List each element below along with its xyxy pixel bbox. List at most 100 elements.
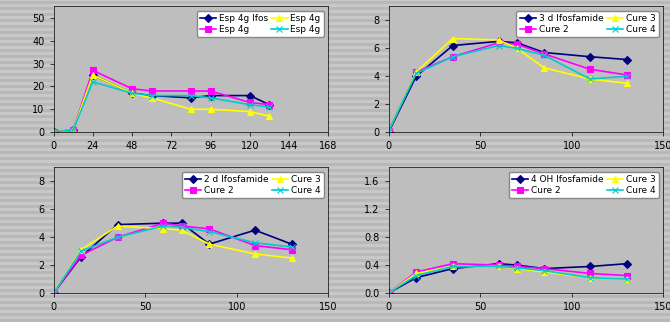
Cure 4 [494, 43, 502, 47]
Cure 3 [159, 227, 168, 231]
4 OH Ifosfamide [449, 267, 457, 270]
Cure 3 [77, 248, 85, 252]
Esp 4g [69, 128, 77, 132]
Esp 4g Ifos [50, 130, 58, 134]
2 d Ifosfamide [114, 223, 122, 226]
Esp 4g Ifos [206, 94, 214, 98]
Line: Cure 4: Cure 4 [51, 223, 294, 296]
3 d Ifosfamide [586, 55, 594, 59]
Esp 4g Ifos [265, 103, 273, 107]
3 d Ifosfamide [385, 130, 393, 134]
Cure 3 [385, 291, 393, 295]
Cure 4 [385, 129, 393, 133]
Cure 2 [114, 235, 122, 239]
Cure 3 [205, 242, 213, 246]
Cure 4 [385, 291, 393, 295]
Cure 3 [449, 37, 457, 41]
Esp 4g [50, 130, 58, 134]
Esp 4g [128, 87, 136, 91]
Cure 3 [449, 265, 457, 269]
Cure 4 [622, 277, 630, 281]
2 d Ifosfamide [178, 221, 186, 225]
Cure 3 [412, 70, 420, 74]
Cure 4 [513, 46, 521, 50]
Cure 2 [494, 263, 502, 267]
4 OH Ifosfamide [385, 291, 393, 295]
Esp 4g Ifos [128, 91, 136, 95]
Esp 4g [265, 105, 273, 109]
Cure 2 [449, 55, 457, 59]
Esp 4g Ifos [246, 94, 254, 98]
Cure 2 [622, 274, 630, 278]
3 d Ifosfamide [540, 51, 548, 54]
Esp 4g [265, 114, 273, 118]
Esp 4g [206, 107, 214, 111]
Legend: 2 d Ifosfamide, Cure 2, Cure 3, Cure 4: 2 d Ifosfamide, Cure 2, Cure 3, Cure 4 [182, 172, 324, 198]
3 d Ifosfamide [494, 39, 502, 43]
2 d Ifosfamide [50, 291, 58, 295]
Cure 2 [586, 67, 594, 71]
Line: Esp 4g: Esp 4g [51, 68, 272, 135]
Cure 4 [412, 71, 420, 75]
Cure 4 [251, 241, 259, 245]
Cure 4 [513, 266, 521, 270]
Cure 2 [50, 291, 58, 295]
Cure 2 [385, 129, 393, 133]
Cure 2 [385, 291, 393, 295]
4 OH Ifosfamide [494, 262, 502, 266]
Cure 4 [449, 55, 457, 59]
Esp 4g [187, 107, 195, 111]
Cure 3 [540, 270, 548, 274]
3 d Ifosfamide [513, 41, 521, 45]
Cure 4 [412, 274, 420, 278]
Cure 3 [622, 81, 630, 85]
4 OH Ifosfamide [513, 263, 521, 267]
Cure 2 [159, 221, 168, 225]
Cure 4 [205, 230, 213, 233]
Esp 4g [69, 128, 77, 132]
Esp 4g [50, 130, 58, 134]
Cure 3 [513, 46, 521, 50]
Esp 4g [246, 100, 254, 104]
Esp 4g [187, 89, 195, 93]
Cure 2 [494, 41, 502, 45]
Cure 2 [251, 244, 259, 248]
Esp 4g [206, 96, 214, 100]
Line: Cure 2: Cure 2 [386, 40, 629, 134]
Cure 4 [494, 265, 502, 269]
Line: Cure 4: Cure 4 [386, 264, 629, 296]
Cure 3 [412, 271, 420, 275]
Line: Cure 2: Cure 2 [386, 261, 629, 296]
Cure 3 [586, 77, 594, 81]
Esp 4g Ifos [187, 96, 195, 100]
Cure 4 [159, 224, 168, 228]
Cure 3 [251, 252, 259, 256]
Esp 4g [89, 80, 97, 84]
Cure 2 [513, 42, 521, 46]
4 OH Ifosfamide [622, 262, 630, 266]
Legend: Esp 4g Ifos, Esp 4g, Esp 4g, Esp 4g: Esp 4g Ifos, Esp 4g, Esp 4g, Esp 4g [196, 11, 324, 37]
Cure 2 [287, 248, 295, 252]
Esp 4g [128, 91, 136, 95]
Line: 2 d Ifosfamide: 2 d Ifosfamide [51, 221, 294, 296]
2 d Ifosfamide [287, 242, 295, 246]
3 d Ifosfamide [622, 58, 630, 62]
Cure 3 [513, 267, 521, 270]
2 d Ifosfamide [77, 255, 85, 259]
Cure 3 [494, 38, 502, 42]
Esp 4g [187, 94, 195, 98]
Cure 2 [412, 70, 420, 74]
Cure 3 [178, 228, 186, 232]
Line: Cure 2: Cure 2 [51, 221, 294, 296]
Cure 4 [449, 265, 457, 269]
Cure 3 [540, 66, 548, 70]
4 OH Ifosfamide [412, 276, 420, 279]
Esp 4g Ifos [89, 73, 97, 77]
Cure 2 [449, 262, 457, 266]
Line: Esp 4g: Esp 4g [51, 79, 272, 135]
Cure 4 [77, 249, 85, 253]
Esp 4g [246, 109, 254, 113]
Esp 4g [147, 94, 155, 98]
Cure 4 [540, 53, 548, 57]
Cure 4 [50, 291, 58, 295]
